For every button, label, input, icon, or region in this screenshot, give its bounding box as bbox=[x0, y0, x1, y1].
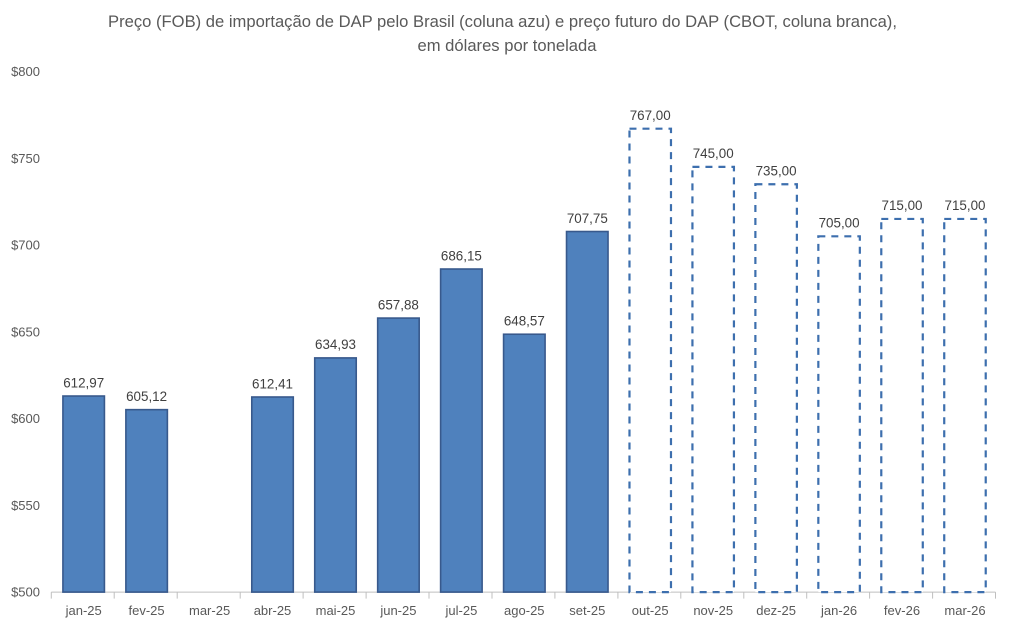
svg-text:745,00: 745,00 bbox=[693, 146, 734, 161]
svg-text:715,00: 715,00 bbox=[945, 198, 986, 213]
svg-text:686,15: 686,15 bbox=[441, 248, 482, 263]
svg-text:jul-25: jul-25 bbox=[445, 603, 478, 618]
svg-text:648,57: 648,57 bbox=[504, 314, 545, 329]
svg-text:em dólares por tonelada: em dólares por tonelada bbox=[418, 36, 598, 55]
svg-text:612,97: 612,97 bbox=[63, 375, 104, 390]
svg-text:767,00: 767,00 bbox=[630, 108, 671, 123]
svg-text:707,75: 707,75 bbox=[567, 211, 608, 226]
svg-text:$550: $550 bbox=[11, 498, 40, 513]
svg-text:jan-26: jan-26 bbox=[820, 603, 857, 618]
svg-text:mar-25: mar-25 bbox=[189, 603, 230, 618]
svg-text:abr-25: abr-25 bbox=[254, 603, 292, 618]
svg-text:735,00: 735,00 bbox=[756, 164, 797, 179]
svg-text:634,93: 634,93 bbox=[315, 337, 356, 352]
svg-text:jan-25: jan-25 bbox=[65, 603, 102, 618]
svg-text:$650: $650 bbox=[11, 324, 40, 339]
svg-text:jun-25: jun-25 bbox=[379, 603, 416, 618]
svg-text:605,12: 605,12 bbox=[126, 389, 167, 404]
svg-text:mai-25: mai-25 bbox=[316, 603, 356, 618]
svg-text:dez-25: dez-25 bbox=[756, 603, 796, 618]
svg-text:mar-26: mar-26 bbox=[944, 603, 985, 618]
svg-text:fev-25: fev-25 bbox=[129, 603, 165, 618]
svg-text:657,88: 657,88 bbox=[378, 297, 419, 312]
svg-text:$700: $700 bbox=[11, 238, 40, 253]
svg-text:705,00: 705,00 bbox=[819, 216, 860, 231]
svg-text:$800: $800 bbox=[11, 64, 40, 79]
svg-text:set-25: set-25 bbox=[569, 603, 605, 618]
svg-text:nov-25: nov-25 bbox=[693, 603, 733, 618]
svg-text:612,41: 612,41 bbox=[252, 376, 293, 391]
svg-text:fev-26: fev-26 bbox=[884, 603, 920, 618]
svg-text:715,00: 715,00 bbox=[882, 198, 923, 213]
svg-text:Preço (FOB) de importação de D: Preço (FOB) de importação de DAP pelo Br… bbox=[108, 12, 897, 31]
svg-text:$750: $750 bbox=[11, 151, 40, 166]
svg-text:$600: $600 bbox=[11, 411, 40, 426]
svg-text:ago-25: ago-25 bbox=[504, 603, 544, 618]
svg-text:out-25: out-25 bbox=[632, 603, 669, 618]
svg-text:$500: $500 bbox=[11, 585, 40, 600]
